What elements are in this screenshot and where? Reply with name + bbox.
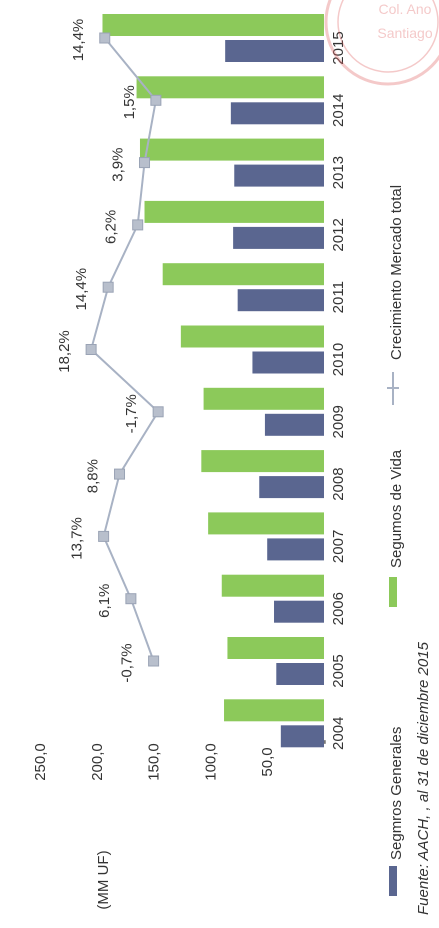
- growth-point-2006: [125, 593, 137, 605]
- bar-vida-2004: [224, 699, 324, 722]
- bar-generales-2010: [252, 351, 324, 374]
- bar-vida-2008: [201, 450, 324, 473]
- category-label: 2011: [330, 281, 347, 313]
- category-label: 2013: [330, 156, 347, 189]
- bar-vida-2007: [208, 512, 324, 535]
- bar-vida-2006: [221, 574, 324, 597]
- growth-point-2008: [114, 468, 126, 480]
- stamp-text: Col. Ano: [379, 1, 432, 17]
- growth-label: 18,2%: [56, 330, 73, 373]
- legend-swatch-generales: [389, 866, 397, 896]
- growth-point-2011: [102, 281, 114, 293]
- legend-label-crecimiento: Crecimiento Mercado total: [388, 185, 405, 360]
- axis-labels: 2004 2005 2006 2007 2008 2009 2010 2011 2012 2013…: [32, 19, 432, 915]
- value-tick-label: 150,0: [146, 743, 163, 781]
- bar-vida-2011: [162, 263, 324, 286]
- value-tick-label: 100,0: [202, 743, 219, 781]
- growth-label: 6,1%: [96, 584, 113, 618]
- bar-generales-2008: [259, 476, 324, 499]
- growth-point-2005: [148, 655, 160, 667]
- bar-generales-2015: [225, 40, 324, 62]
- growth-point-2010: [85, 344, 97, 355]
- category-label: 2007: [330, 530, 347, 563]
- value-tick-label: 200,0: [89, 743, 106, 781]
- value-axis-title: (MM UF): [95, 850, 112, 909]
- growth-point-2014: [150, 94, 162, 106]
- category-label: 2014: [330, 94, 347, 127]
- bar-generales-2009: [264, 413, 324, 436]
- growth-point-2015: [99, 32, 111, 44]
- bar-generales-2011: [237, 289, 324, 312]
- bar-generales-2014: [230, 102, 324, 125]
- bar-vida-2012: [144, 200, 324, 223]
- source-note: Fuente: AACH, , al 31 de diciembre 2015: [415, 641, 432, 915]
- stamp-text: Santiago: [377, 25, 432, 41]
- value-tick-label: 50,0: [259, 747, 276, 776]
- plot-area: [85, 14, 324, 748]
- growth-label: 14,4%: [70, 19, 87, 62]
- growth-label: 8,8%: [85, 459, 102, 493]
- bar-vida-2013: [139, 138, 324, 161]
- bar-vida-2005: [227, 637, 324, 659]
- growth-label: 6,2%: [103, 210, 120, 244]
- bar-vida-2009: [203, 387, 324, 410]
- legend: Segmros Generales Segumos de Vida Crecimie…: [387, 185, 405, 896]
- category-label: 2009: [330, 405, 347, 438]
- growth-label: 3,9%: [110, 147, 127, 181]
- bar-vida-2015: [102, 14, 324, 36]
- bar-generales-2005: [276, 663, 324, 685]
- category-label: 2015: [330, 31, 347, 64]
- growth-line: [89, 37, 160, 662]
- category-label: 2008: [330, 467, 347, 500]
- growth-point-2007: [98, 530, 110, 542]
- growth-label: -1,7%: [123, 394, 140, 433]
- growth-label: -0,7%: [119, 643, 136, 682]
- growth-point-2013: [139, 157, 151, 169]
- bar-generales-2012: [233, 226, 324, 249]
- growth-point-2009: [152, 406, 164, 418]
- category-label: 2006: [330, 592, 347, 625]
- category-label: 2010: [330, 343, 347, 376]
- legend-label-vida: Segumos de Vida: [388, 449, 405, 568]
- category-label: 2005: [330, 654, 347, 687]
- stamp-inner-ring: [337, 0, 439, 73]
- value-tick-label: 250,0: [32, 743, 49, 781]
- bar-vida-2014: [136, 76, 324, 99]
- bar-vida-2010: [180, 325, 324, 348]
- stamp-ring: [324, 0, 439, 86]
- bar-generales-2013: [234, 164, 324, 187]
- value-tick-label: -: [316, 740, 333, 745]
- growth-label: 14,4%: [73, 268, 90, 311]
- stamp: Col. Ano Santiago: [324, 0, 439, 86]
- legend-swatch-vida: [389, 577, 397, 607]
- growth-label: 13,7%: [69, 517, 86, 560]
- growth-label: 1,5%: [121, 85, 138, 119]
- bar-generales-2007: [267, 538, 324, 561]
- bar-generales-2006: [274, 600, 324, 623]
- legend-label-generales: Segmros Generales: [388, 727, 405, 860]
- category-label: 2012: [330, 218, 347, 251]
- bar-generales-2004: [280, 725, 324, 748]
- growth-point-2012: [132, 219, 144, 231]
- category-label: 2004: [330, 717, 347, 750]
